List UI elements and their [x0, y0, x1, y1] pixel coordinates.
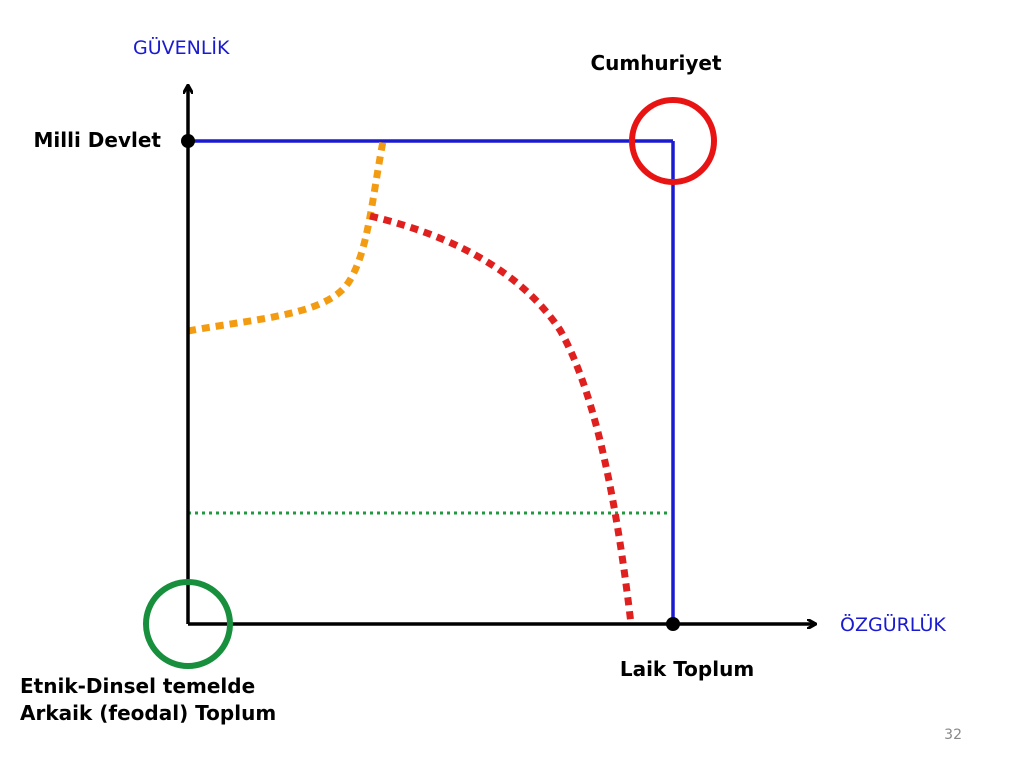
- arkaik-label-line2: Arkaik (feodal) Toplum: [20, 701, 276, 725]
- y-axis-label: GÜVENLİK: [133, 36, 230, 59]
- cumhuriyet-circle: [629, 97, 717, 185]
- laik-toplum-point: [666, 617, 680, 631]
- arkaik-circle: [143, 579, 233, 669]
- red-dashed-curve: [369, 212, 635, 625]
- arkaik-label-line1: Etnik-Dinsel temelde: [20, 674, 255, 698]
- orange-dashed-curve: [187, 140, 387, 335]
- x-axis-label: ÖZGÜRLÜK: [840, 613, 946, 636]
- milli-devlet-label: Milli Devlet: [34, 128, 162, 152]
- laik-toplum-label: Laik Toplum: [620, 657, 754, 681]
- milli-devlet-point: [181, 134, 195, 148]
- cumhuriyet-label: Cumhuriyet: [590, 51, 722, 75]
- page-number: 32: [944, 727, 962, 743]
